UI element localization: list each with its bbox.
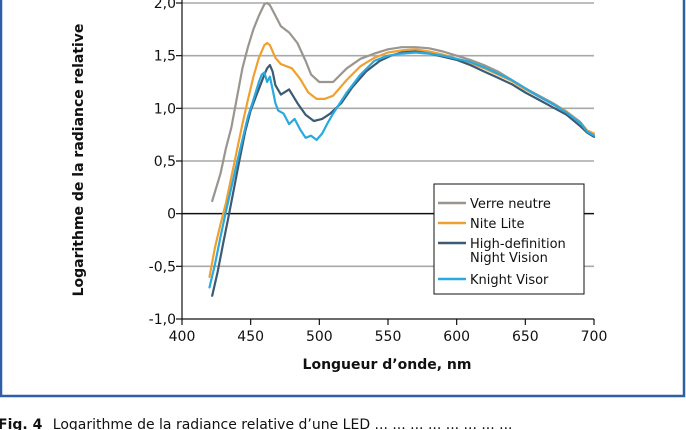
- legend-label: Verre neutre: [470, 197, 551, 212]
- x-tick-label: 400: [169, 329, 196, 345]
- figure-border: [0, 0, 686, 398]
- series-line: [211, 1, 596, 203]
- legend-label: Nite Lite: [470, 217, 525, 232]
- y-tick-label: -0,5: [149, 259, 176, 275]
- series-lines: [208, 1, 596, 297]
- tick-labels: -1,0 -0,5 0 0,5 1,0 1,5 2,0 400 450 500 550 600 650 7…: [149, 0, 608, 345]
- axes: [176, 0, 595, 325]
- x-tick-label: 650: [512, 329, 539, 345]
- caption: Fig. 4 Logarithme de la radiance relativ…: [0, 417, 513, 430]
- legend-label: Knight Visor: [470, 273, 549, 288]
- x-tick-label: 700: [581, 329, 608, 345]
- y-tick-label: 0: [167, 207, 176, 223]
- y-tick-label: 0,5: [154, 154, 176, 170]
- caption-text: Logarithme de la radiance relative d’une…: [53, 417, 513, 430]
- y-axis-title: Logarithme de la radiance relative: [71, 24, 87, 297]
- x-tick-label: 450: [237, 329, 264, 345]
- legend: Verre neutre Nite Lite High-definition Nigh…: [433, 183, 585, 295]
- series-line: [208, 51, 596, 289]
- y-tick-label: 1,5: [154, 49, 176, 65]
- y-tick-label: -1,0: [149, 312, 176, 328]
- x-tick-label: 500: [306, 329, 333, 345]
- x-tick-label: 550: [375, 329, 402, 345]
- caption-label: Fig. 4: [0, 417, 43, 430]
- y-tick-label: 2,0: [154, 0, 176, 12]
- x-axis-title: Longueur d’onde, nm: [303, 357, 472, 373]
- y-tick-label: 1,0: [154, 101, 176, 117]
- x-tick-label: 600: [443, 329, 470, 345]
- legend-label: High-definition Night Vision: [470, 237, 566, 266]
